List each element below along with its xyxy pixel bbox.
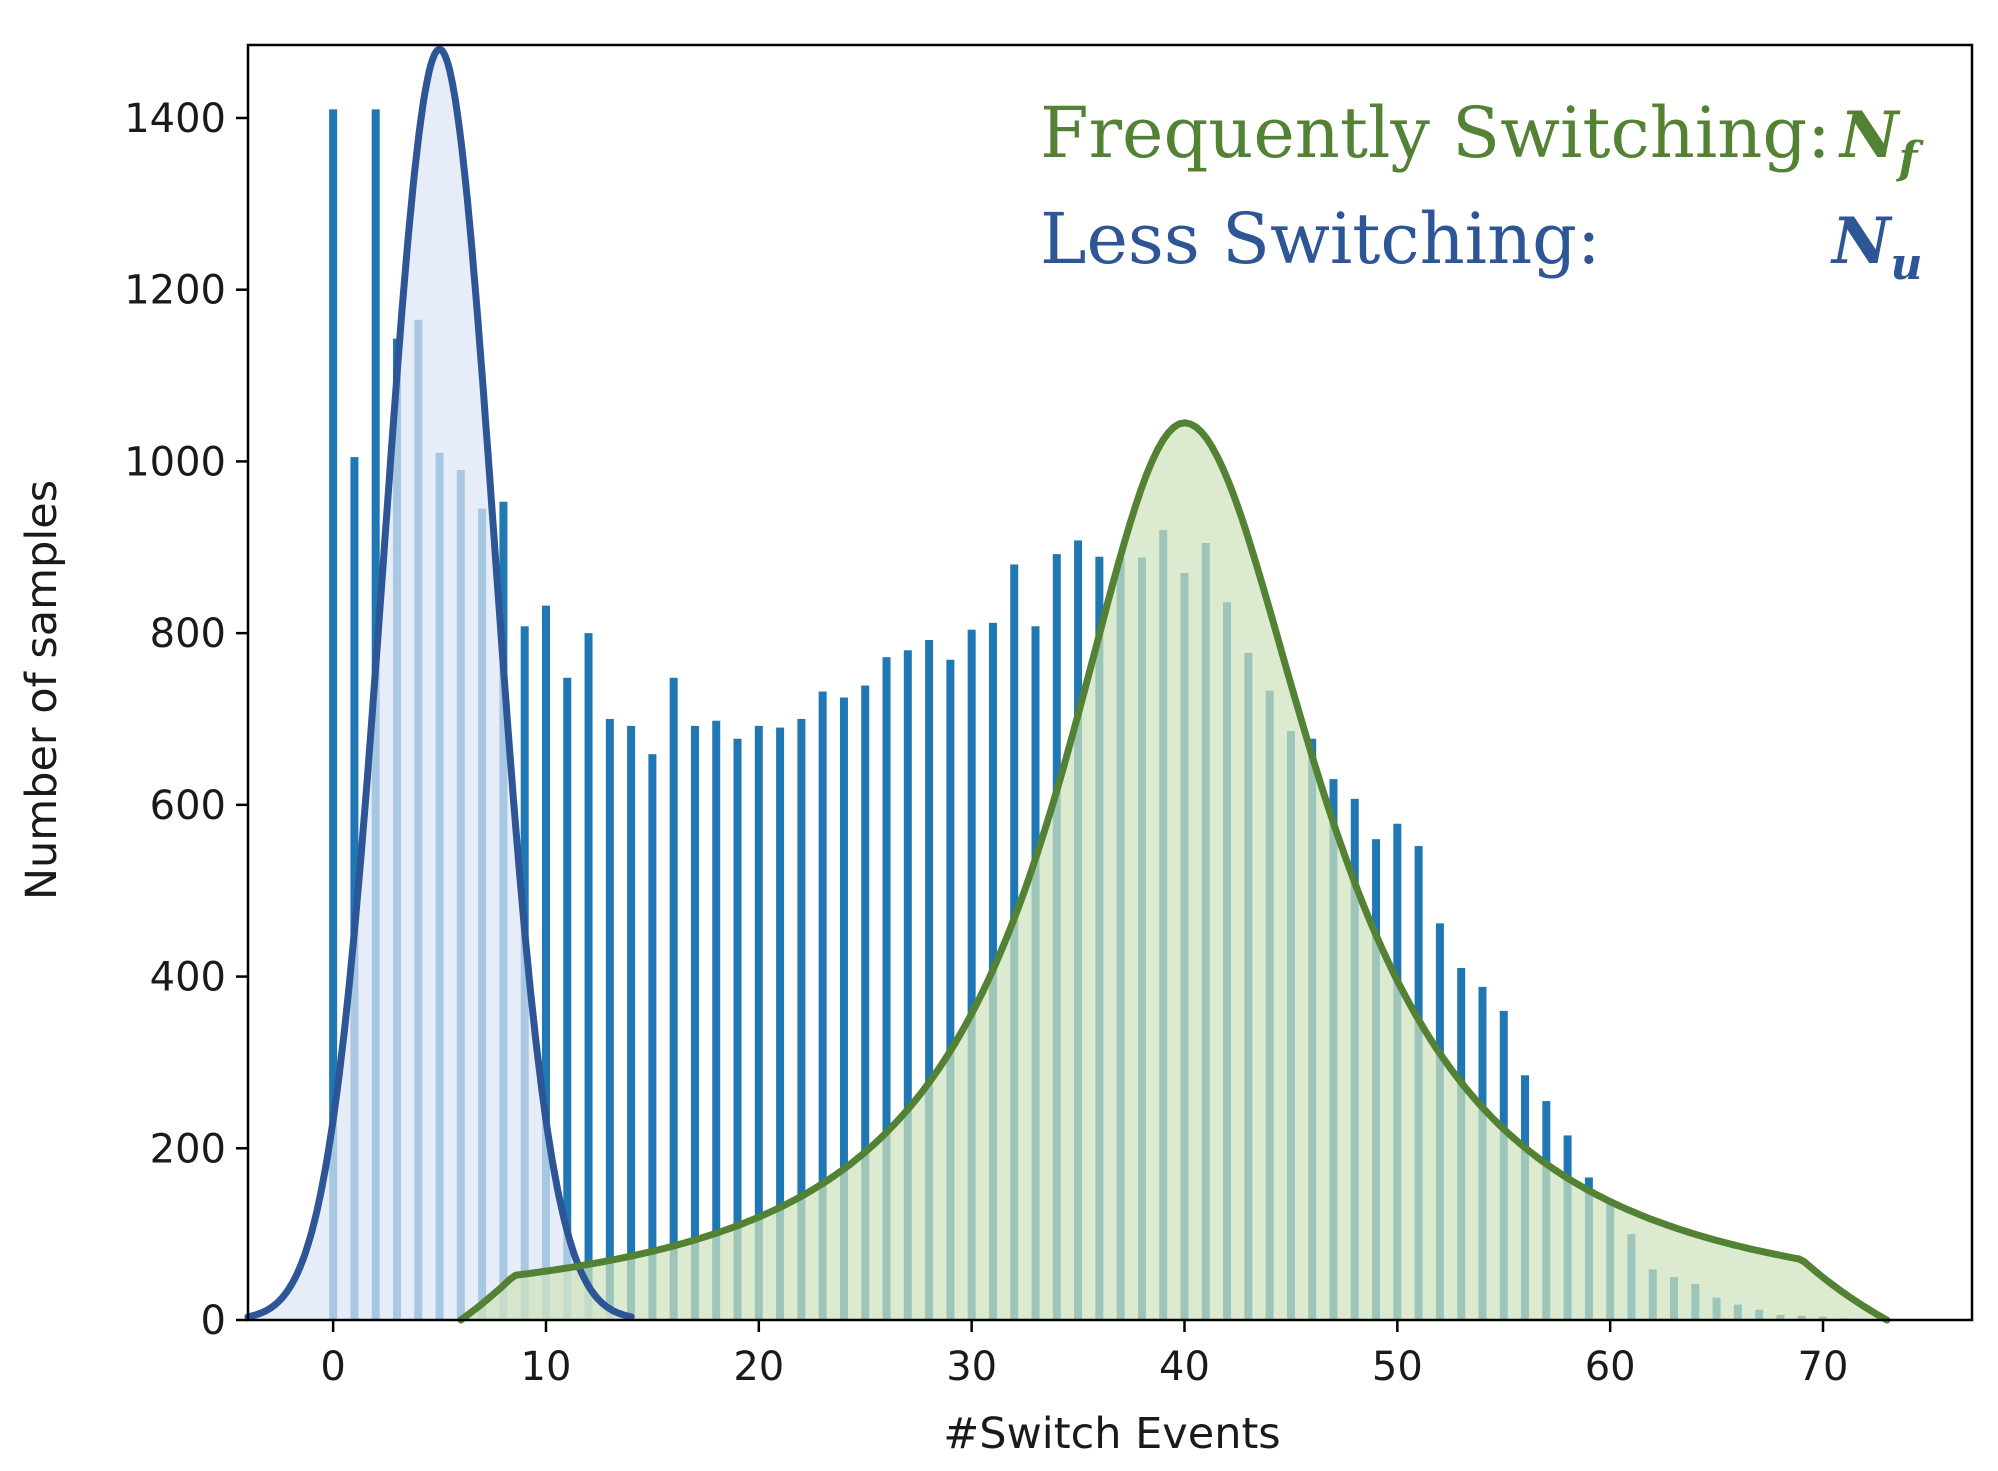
- legend-symbol-n-u: N: [1830, 204, 1893, 279]
- bar-25: [861, 685, 870, 1320]
- bar-28: [925, 640, 934, 1320]
- legend-subscript-f: f: [1896, 133, 1925, 184]
- fit-curve-frequently-switching: [457, 419, 1891, 1324]
- bar-19: [733, 738, 742, 1320]
- x-axis: 0 10 20 30 40 50 60 70: [320, 1320, 1848, 1390]
- bar-20: [754, 725, 763, 1320]
- x-tick-label-0: 0: [320, 1344, 345, 1390]
- bar-17: [690, 725, 699, 1320]
- bar-18: [712, 720, 721, 1320]
- legend-symbol-less-switching: Nu: [1830, 204, 1923, 290]
- y-tick-label-1000: 1000: [124, 439, 226, 485]
- legend-subscript-u: u: [1891, 239, 1923, 290]
- bar-30: [967, 629, 976, 1320]
- y-axis-title: Number of samples: [17, 480, 67, 900]
- fit-area-less-switching: [248, 49, 632, 1320]
- fit-curve-less-switching: [244, 45, 635, 1321]
- legend-entry-less-switching: Less Switching: Nu: [1040, 198, 1923, 290]
- bar-26: [882, 657, 891, 1320]
- legend: Frequently Switching: Nf Less Switching:…: [1040, 92, 1925, 290]
- bar-15: [648, 754, 657, 1320]
- bar-12: [584, 633, 593, 1320]
- bar-23: [818, 691, 827, 1320]
- x-tick-label-30: 30: [946, 1344, 997, 1390]
- bar-1: [350, 457, 359, 1320]
- plot-area-frame: [246, 43, 1974, 1322]
- y-tick-label-400: 400: [150, 955, 226, 1001]
- bar-16: [669, 677, 678, 1320]
- bar-10: [541, 605, 550, 1320]
- fit-fill-layer: [248, 49, 1887, 1320]
- y-tick-label-800: 800: [150, 611, 226, 657]
- x-tick-label-70: 70: [1798, 1344, 1849, 1390]
- x-tick-label-50: 50: [1372, 1344, 1423, 1390]
- x-tick-label-40: 40: [1159, 1344, 1210, 1390]
- legend-label-frequently-switching: Frequently Switching:: [1040, 92, 1831, 174]
- legend-symbol-frequently-switching: Nf: [1838, 98, 1925, 184]
- bar-21: [776, 727, 785, 1320]
- y-tick-label-600: 600: [150, 783, 226, 829]
- bar-29: [946, 659, 955, 1320]
- x-tick-label-60: 60: [1585, 1344, 1636, 1390]
- bar-0: [329, 109, 338, 1321]
- bar-13: [605, 718, 614, 1320]
- x-tick-label-10: 10: [521, 1344, 572, 1390]
- bar-27: [903, 650, 912, 1320]
- legend-label-less-switching: Less Switching:: [1040, 198, 1601, 280]
- y-tick-label-1200: 1200: [124, 268, 226, 314]
- y-tick-label-1400: 1400: [124, 96, 226, 142]
- y-tick-label-200: 200: [150, 1126, 226, 1172]
- legend-entry-frequently-switching: Frequently Switching: Nf: [1040, 92, 1925, 184]
- bar-24: [839, 697, 848, 1320]
- y-tick-label-0: 0: [201, 1298, 226, 1344]
- fit-line-layer: [244, 45, 1891, 1324]
- bar-14: [627, 725, 636, 1320]
- legend-symbol-n-f: N: [1838, 98, 1901, 173]
- bar-22: [797, 718, 806, 1320]
- x-tick-label-20: 20: [733, 1344, 784, 1390]
- fit-area-frequently-switching: [460, 422, 1887, 1320]
- y-axis: 0 200 400 600 800 1000 1200 1400: [124, 96, 248, 1344]
- x-axis-title: #Switch Events: [943, 1409, 1280, 1459]
- bar-11: [563, 677, 572, 1320]
